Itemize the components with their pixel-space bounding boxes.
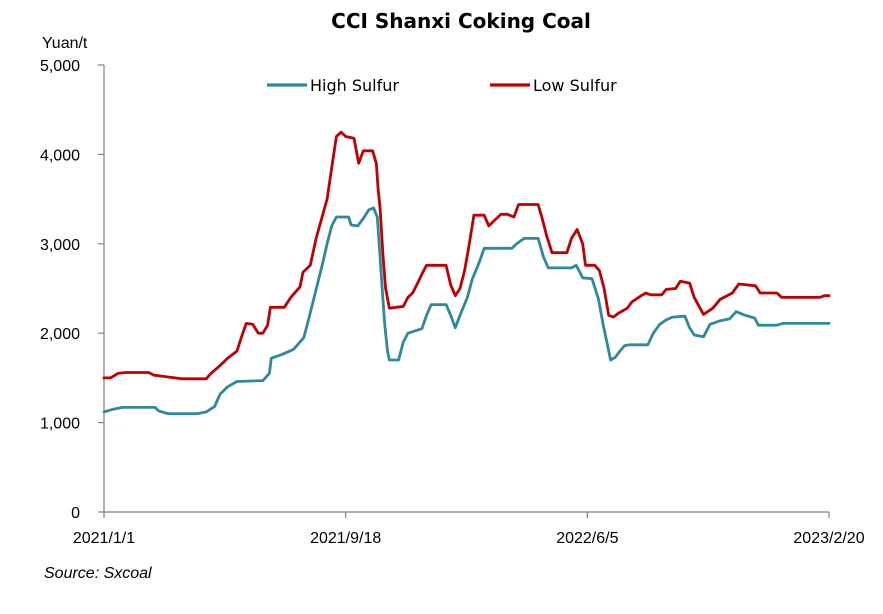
series-lines: [102, 130, 831, 416]
y-tick-label: 0: [71, 505, 80, 522]
x-axis: 2021/1/1 2021/9/18 2022/6/5 2023/2/20: [73, 512, 865, 547]
chart-title: CCI Shanxi Coking Coal: [331, 9, 591, 33]
series-line-high-sulfur: [102, 206, 831, 416]
y-tick-label: 1,000: [40, 416, 80, 433]
x-tick-label: 2022/6/5: [556, 530, 618, 547]
y-tick-label: 3,000: [40, 237, 80, 254]
x-tick-label: 2021/1/1: [73, 530, 135, 547]
y-tick-label: 2,000: [40, 326, 80, 343]
legend: High Sulfur Low Sulfur: [267, 76, 617, 95]
x-tick-label: 2021/9/18: [310, 530, 381, 547]
y-axis: 0 1,000 2,000 3,000 4,000 5,000: [40, 58, 104, 522]
source-note: Source: Sxcoal: [44, 565, 152, 582]
y-tick-label: 5,000: [40, 58, 80, 75]
y-axis-unit-label: Yuan/t: [42, 35, 88, 52]
x-tick-label: 2023/2/20: [793, 530, 864, 547]
legend-label-low-sulfur: Low Sulfur: [533, 76, 617, 95]
legend-label-high-sulfur: High Sulfur: [310, 76, 399, 95]
y-tick-label: 4,000: [40, 147, 80, 164]
series-line-low-sulfur: [102, 130, 831, 381]
